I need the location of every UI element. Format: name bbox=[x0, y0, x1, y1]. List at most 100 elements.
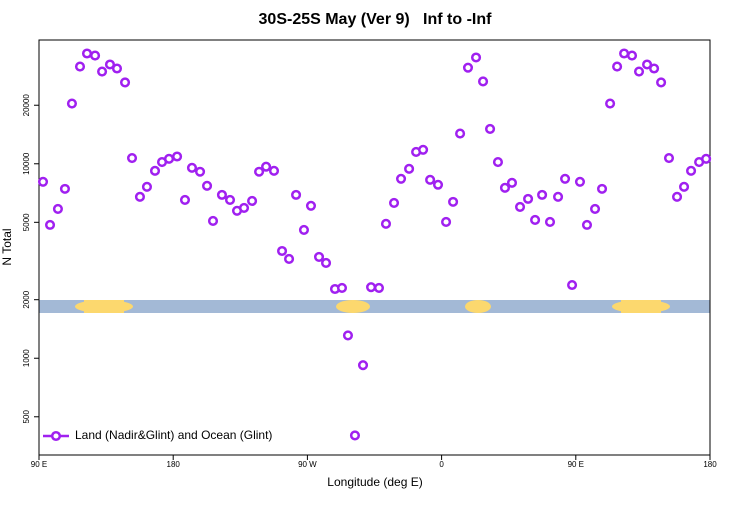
data-point bbox=[380, 218, 392, 229]
y-tick-label: 5000 bbox=[22, 213, 31, 231]
data-point bbox=[261, 161, 272, 172]
land-segment bbox=[621, 300, 661, 313]
data-point bbox=[254, 166, 265, 177]
data-point bbox=[455, 128, 466, 139]
land-segment bbox=[336, 300, 370, 313]
data-point bbox=[530, 214, 541, 226]
data-point bbox=[305, 200, 317, 211]
data-point bbox=[649, 63, 660, 74]
data-point bbox=[626, 50, 638, 61]
x-tick-label: 180 bbox=[703, 460, 717, 469]
data-point bbox=[663, 153, 675, 164]
data-point bbox=[537, 189, 548, 200]
data-point bbox=[119, 77, 131, 88]
land-segment bbox=[84, 300, 124, 313]
data-point bbox=[642, 59, 653, 70]
data-point bbox=[544, 216, 556, 228]
data-point bbox=[686, 165, 697, 176]
data-point bbox=[90, 50, 101, 61]
data-point bbox=[462, 62, 474, 73]
data-point bbox=[104, 59, 116, 70]
data-point bbox=[432, 179, 444, 190]
y-tick-label: 500 bbox=[22, 410, 31, 424]
data-point bbox=[320, 257, 332, 269]
data-point bbox=[298, 224, 310, 235]
data-point bbox=[553, 191, 564, 202]
x-tick-label: 90 E bbox=[31, 460, 47, 469]
data-point bbox=[514, 201, 526, 212]
data-point bbox=[163, 153, 175, 164]
data-point bbox=[59, 183, 70, 194]
data-point bbox=[523, 193, 534, 204]
data-point bbox=[612, 61, 623, 72]
plot-frame bbox=[38, 39, 711, 456]
data-point bbox=[701, 153, 712, 164]
y-tick-label: 10000 bbox=[22, 152, 31, 175]
data-point bbox=[596, 183, 608, 194]
y-axis-label: N Total bbox=[0, 228, 14, 265]
data-point bbox=[194, 166, 206, 177]
data-point bbox=[633, 66, 645, 77]
data-point bbox=[149, 165, 161, 176]
data-point bbox=[52, 203, 63, 214]
data-point bbox=[216, 189, 228, 200]
data-point bbox=[418, 144, 429, 155]
data-point bbox=[485, 123, 496, 135]
data-point bbox=[441, 216, 452, 228]
data-point bbox=[373, 282, 385, 293]
data-point bbox=[81, 48, 93, 59]
data-point bbox=[141, 181, 153, 192]
data-point bbox=[224, 194, 236, 205]
data-point bbox=[589, 203, 601, 214]
data-point bbox=[126, 153, 138, 164]
data-point bbox=[366, 282, 377, 293]
data-point bbox=[74, 61, 86, 72]
data-point bbox=[37, 176, 49, 187]
data-point bbox=[357, 360, 369, 371]
data-point bbox=[671, 191, 683, 202]
data-point bbox=[560, 173, 571, 184]
data-point bbox=[247, 195, 258, 206]
land-segment bbox=[465, 300, 491, 313]
data-point bbox=[499, 182, 511, 193]
data-point bbox=[313, 251, 325, 262]
data-point bbox=[574, 176, 586, 187]
x-tick-label: 180 bbox=[167, 460, 181, 469]
data-point bbox=[111, 63, 123, 74]
data-point bbox=[656, 77, 667, 88]
x-tick-label: 0 bbox=[439, 460, 444, 469]
data-point bbox=[336, 282, 348, 293]
chart-title: 30S-25S May (Ver 9) Inf to -Inf bbox=[259, 11, 493, 28]
data-point bbox=[179, 194, 191, 205]
data-point bbox=[97, 66, 108, 77]
data-point bbox=[186, 162, 198, 173]
data-point bbox=[388, 197, 400, 208]
y-tick-label: 2000 bbox=[22, 290, 31, 308]
data-point bbox=[492, 157, 504, 168]
data-point bbox=[404, 163, 415, 174]
data-point bbox=[679, 181, 690, 192]
data-point bbox=[395, 173, 407, 184]
x-tick-label: 90 W bbox=[298, 460, 317, 469]
data-point bbox=[448, 196, 459, 207]
data-point bbox=[506, 177, 518, 188]
data-point bbox=[66, 98, 78, 109]
land-ocean-band bbox=[39, 300, 710, 313]
data-point bbox=[172, 151, 183, 162]
data-point bbox=[284, 253, 295, 265]
legend-marker bbox=[50, 430, 62, 442]
data-point bbox=[478, 76, 489, 87]
data-point bbox=[619, 48, 630, 59]
data-point bbox=[342, 330, 354, 341]
data-point bbox=[291, 189, 302, 200]
y-tick-label: 20000 bbox=[22, 94, 31, 117]
x-tick-label: 90 E bbox=[568, 460, 584, 469]
data-point bbox=[349, 430, 361, 441]
data-point bbox=[238, 202, 250, 213]
data-point bbox=[425, 174, 436, 185]
data-point bbox=[268, 165, 280, 176]
data-point bbox=[201, 180, 213, 191]
data-point bbox=[581, 219, 593, 230]
data-point bbox=[470, 52, 482, 63]
